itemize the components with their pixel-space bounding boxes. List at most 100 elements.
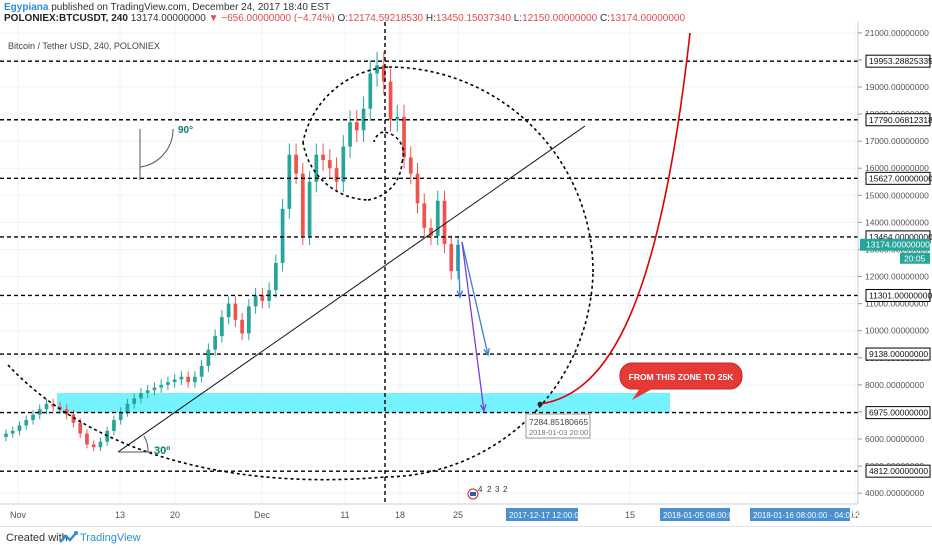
candle-0 [4,433,8,437]
price-tooltip-date: 2018-01-03 20:00 [529,428,588,437]
arrow-a-line [457,239,461,298]
time-tick-label-4: 11 [340,510,349,520]
candle-30 [206,349,211,366]
candle-51 [348,122,352,147]
spiral-arc-6 [373,131,384,143]
candle-35 [240,319,244,334]
arrow-c-line [461,241,485,412]
price-tick-label-7: 11000.00000000 [865,299,928,309]
author-link[interactable]: Egypiana [4,2,49,13]
tradingview-brand-link[interactable]: TradingView [80,532,141,544]
symbol-label: POLONIEX:BTCUSDT, 240 [4,13,128,24]
candle-46 [314,154,319,182]
time-tick-label-2: 20 [170,510,180,520]
price-tick-label-4: 8000.00000000 [865,380,924,390]
event-count-c: 3 [495,485,500,494]
candle-2 [17,425,22,431]
spiral-arc-2 [302,66,389,143]
time-tag-label-2: 2018-01-16 08:00:00 · 04:00:00 [753,511,866,520]
candle-22 [152,387,157,391]
change-value: −656.00000000 (−4.74%) [221,13,335,24]
ohlc-low-label: L: [513,13,523,24]
spiral-arc-7 [7,364,386,481]
candle-6 [44,403,49,410]
price-tooltip-box [525,413,591,439]
angle-90-label: 90° [178,125,193,136]
candle-52 [354,122,359,131]
candle-34 [233,303,238,320]
candle-36 [247,306,251,334]
candle-57 [388,81,393,120]
candle-29 [199,365,204,377]
candle-16 [112,420,116,431]
time-tick-label-3: Dec [254,510,271,520]
candle-49 [334,168,339,182]
countdown-tag [900,252,930,264]
candle-60 [408,157,413,174]
price-tick-label-10: 14000.00000000 [865,217,929,227]
chart-title: Bitcoin / Tether USD, 240, POLONIEX [8,41,160,51]
candle-33 [226,303,231,318]
price-tick-label-2: 6000.00000000 [865,434,924,444]
price-tick-label-17: 21000.00000000 [865,28,929,38]
spiral-arc-0 [384,271,594,478]
last-price-label: 13174.00000000 [866,240,930,250]
angle-30-label: 30º [154,445,170,457]
time-tick-label-7: 15 [625,510,635,520]
candle-3 [24,420,29,426]
chart-header: Egypiana published on TradingView.com, D… [0,0,932,24]
callout-bubble [619,362,743,390]
angle-90-arc [139,128,174,168]
key-level-label-6: 6975.00000000 [869,408,928,418]
spiral-arc-5 [382,131,405,163]
time-tick-label-5: 18 [395,510,405,520]
time-tick-label-1: 13 [115,510,125,520]
ohlc-close-label: C: [599,13,610,24]
price-chart[interactable]: Bitcoin / Tether USD, 240, POLONIEX 90° 30… [0,22,932,526]
price-tick-label-0: 4000.00000000 [865,488,924,498]
key-level-tag-1 [865,113,931,127]
candle-45 [307,181,312,236]
candle-20 [139,392,143,399]
candle-44 [300,173,305,236]
price-axis-bg [858,22,932,526]
candle-10 [71,414,76,423]
key-level-label-7: 4812.00000000 [869,466,928,476]
candle-28 [193,376,197,383]
event-count-b: 2 [487,485,492,494]
time-tick-label-0: Nov [10,510,27,520]
candle-8 [58,406,62,410]
tradingview-logo-icon[interactable] [58,530,80,546]
key-level-tag-7 [865,464,931,478]
angle-30-arc [143,435,149,453]
candle-17 [118,411,123,421]
price-tick-label-8: 12000.00000000 [865,272,929,282]
candle-65 [442,200,447,245]
key-level-label-3: 13464.00000000 [869,232,932,242]
price-tick-label-12: 16000.00000000 [865,163,929,173]
candle-27 [186,376,191,383]
time-tag-1 [660,508,730,521]
ohlc-low: 12150.00000000 [522,13,598,24]
price-tick-label-11: 15000.00000000 [865,190,929,200]
created-with-label: Created with [6,532,68,544]
candle-37 [253,295,258,307]
candle-59 [402,116,406,158]
candle-26 [179,376,184,380]
arrow-c-head [479,404,487,413]
candle-41 [280,208,285,263]
candle-61 [415,173,420,204]
key-level-tag-6 [865,406,931,420]
candle-66 [449,244,454,272]
key-level-tag-2 [865,171,931,185]
candle-42 [287,154,292,209]
price-tick-label-15: 19000.00000000 [865,82,929,92]
key-level-label-4: 11301.00000000 [869,290,932,300]
candle-11 [78,422,83,434]
candle-53 [361,108,366,131]
key-level-label-1: 17790.06812318 [869,115,932,125]
countdown-label: 20:05 [904,254,926,264]
plot-area [0,22,858,504]
chart-canvas[interactable]: Bitcoin / Tether USD, 240, POLONIEX 90° 30… [0,22,932,526]
candle-4 [31,414,35,421]
